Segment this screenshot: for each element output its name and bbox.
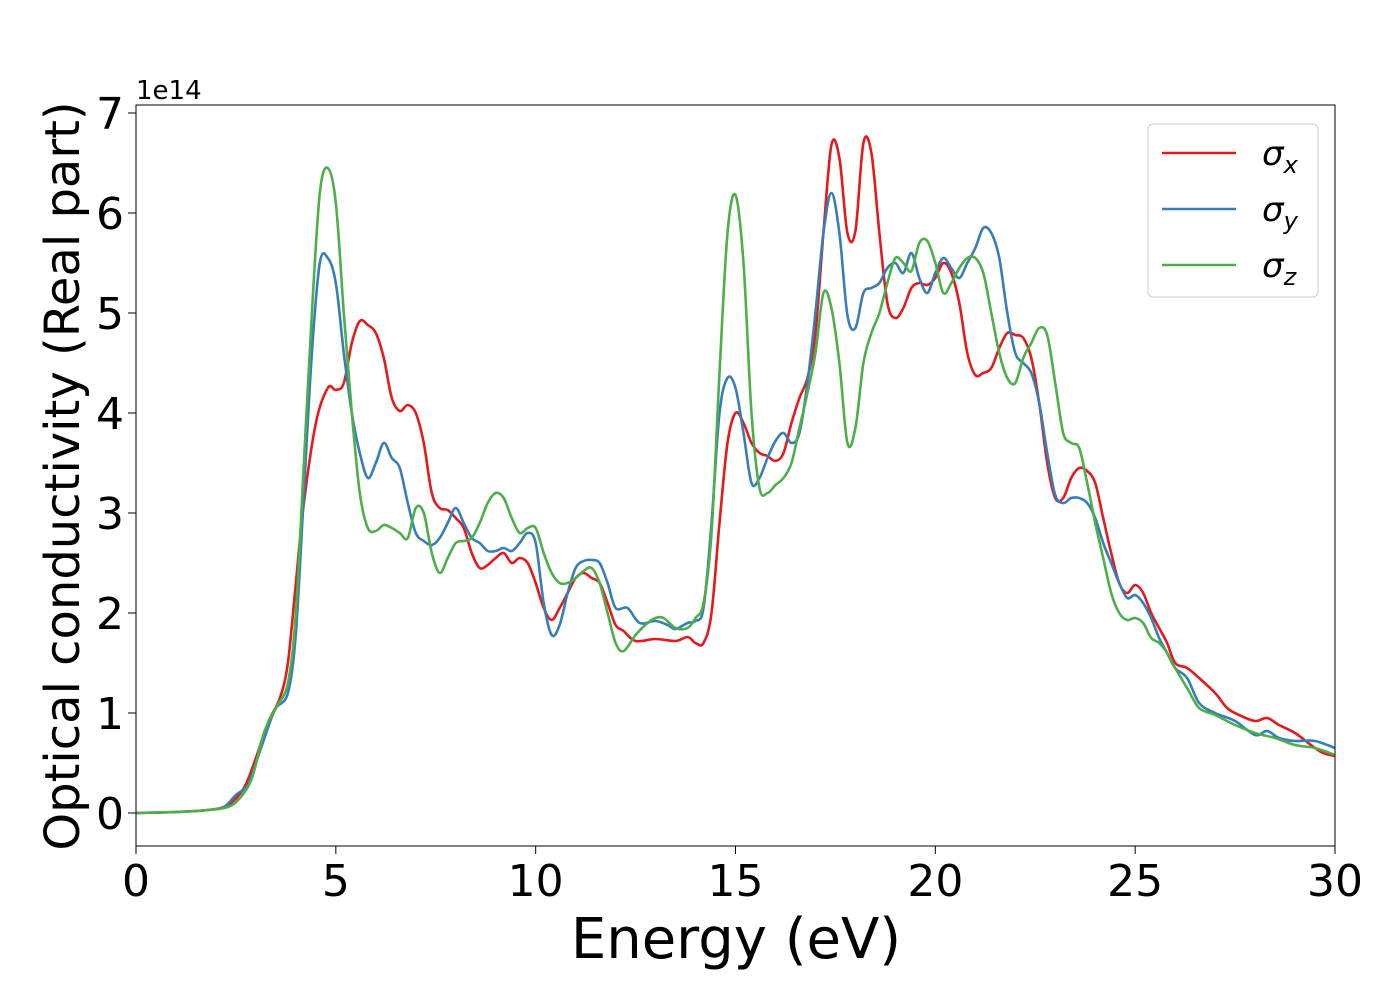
series-line-z [135,166,1336,815]
y-scale-offset-label: 1e14 [136,76,202,106]
legend-label-x: σx [1262,134,1299,179]
x-axis-label: Energy (eV) [571,907,901,972]
y-axis: 0 1 2 3 4 5 6 7 [96,89,136,840]
series-layer [135,135,1336,815]
legend-label-y: σy [1262,190,1299,235]
x-tick-label: 20 [907,856,963,907]
y-axis-label: Optical conductivity (Real part) [35,101,91,850]
x-tick-label: 15 [708,856,764,907]
y-tick-label: 2 [96,589,124,640]
x-axis: 0 5 10 15 20 25 30 [122,846,1363,907]
y-tick-label: 6 [96,189,124,240]
y-tick-label: 3 [96,489,124,540]
y-tick-label: 7 [96,89,124,140]
legend[interactable]: σx σy σz [1147,123,1319,298]
y-tick-label: 0 [96,789,124,840]
x-tick-label: 5 [322,856,350,907]
y-tick-label: 5 [96,289,124,340]
legend-label-z: σz [1262,246,1298,291]
x-tick-label: 25 [1107,856,1163,907]
y-tick-label: 4 [96,389,124,440]
series-line-y [135,191,1336,815]
y-tick-label: 1 [96,689,124,740]
legend-box [1147,123,1319,298]
x-tick-label: 0 [122,856,150,907]
x-tick-label: 30 [1307,856,1363,907]
x-tick-label: 10 [508,856,564,907]
